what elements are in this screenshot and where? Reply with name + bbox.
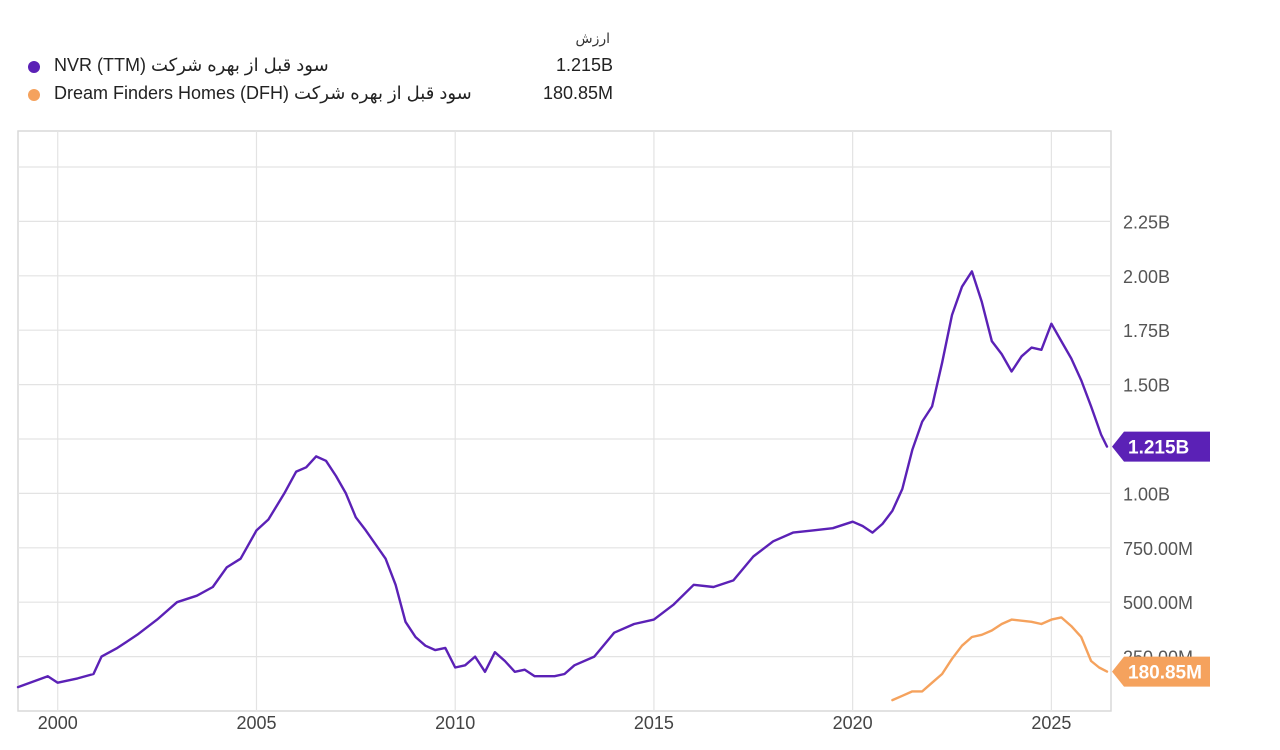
end-value-label-dfh: 180.85M [1128,663,1202,684]
x-tick-label: 2020 [833,713,873,733]
x-tick-label: 2000 [38,713,78,733]
x-tick-label: 2015 [634,713,674,733]
legend-item-dfh-value: 180.85M [542,83,613,103]
legend-item-nvr-label: NVR (TTM) سود قبل از بهره شرکت [54,55,329,75]
chart-legend: ارزش NVR (TTM) سود قبل از بهره شرکت 1.21… [0,0,640,120]
x-tick-label: 2010 [435,713,475,733]
series-line-nvr [16,270,1109,689]
dfh-series-dot-icon [28,89,40,101]
legend-item-nvr-value: 1.215B [555,55,613,75]
y-tick-label: 750.00M [1123,539,1193,559]
legend-item-dfh[interactable]: Dream Finders Homes (DFH) سود قبل از بهر… [28,83,613,109]
y-tick-label: 2.00B [1123,267,1170,287]
nvr-series-dot-icon [28,61,40,73]
y-tick-label: 500.00M [1123,593,1193,613]
y-tick-label: 2.25B [1123,212,1170,232]
legend-item-nvr[interactable]: NVR (TTM) سود قبل از بهره شرکت 1.215B [28,55,613,81]
x-tick-label: 2025 [1031,713,1071,733]
y-tick-label: 1.50B [1123,376,1170,396]
legend-item-dfh-label: Dream Finders Homes (DFH) سود قبل از بهر… [54,83,472,103]
x-tick-label: 2005 [236,713,276,733]
y-tick-label: 1.00B [1123,484,1170,504]
plot-area-frame [17,130,1112,712]
series-line-dfh [891,616,1109,702]
y-tick-label: 1.75B [1123,321,1170,341]
end-value-tag-nvr [1112,431,1210,462]
end-value-label-nvr: 1.215B [1128,438,1189,459]
legend-value-header: ارزش [575,30,610,46]
end-value-tag-dfh [1112,656,1210,687]
